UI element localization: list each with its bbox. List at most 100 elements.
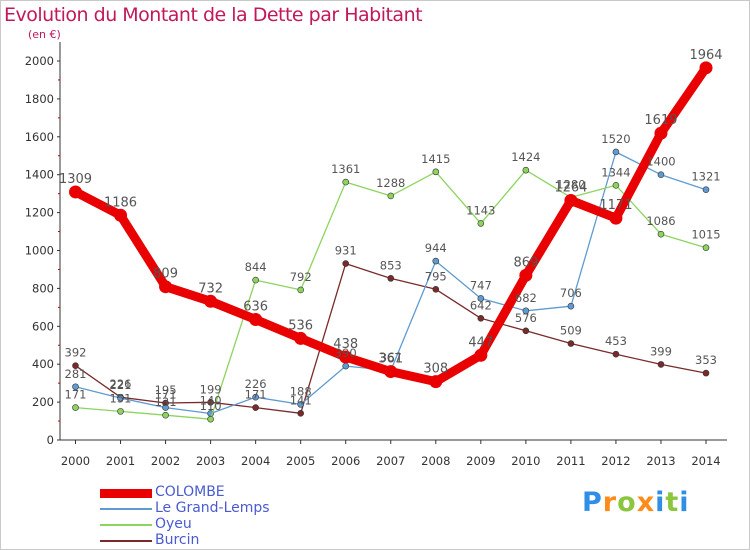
x-tick-label: 2002 (151, 454, 180, 468)
data-point-colombe (474, 348, 488, 362)
logo-letter: o (617, 487, 637, 518)
data-label-le-grand-lemps: 281 (65, 367, 87, 381)
data-point-le-grand-lemps (522, 307, 530, 315)
data-label-oyeu: 1344 (601, 165, 630, 179)
data-label-oyeu: 131 (155, 395, 177, 409)
data-label-oyeu: 1288 (376, 176, 405, 190)
data-label-colombe: 809 (153, 267, 178, 282)
data-point-le-grand-lemps (612, 148, 620, 156)
data-label-colombe: 1264 (554, 180, 587, 195)
data-point-burcin (612, 350, 620, 358)
logo-letter: i (655, 487, 666, 518)
data-label-colombe: 732 (198, 281, 223, 296)
legend-label: Le Grand-Lemps (155, 500, 270, 516)
legend-label: Burcin (155, 532, 200, 548)
data-point-oyeu (117, 408, 124, 415)
data-label-colombe: 308 (423, 362, 448, 377)
data-label-oyeu: 171 (65, 388, 87, 402)
data-label-burcin: 141 (290, 393, 312, 407)
x-tick-label: 2003 (196, 454, 225, 468)
data-point-burcin (477, 315, 485, 322)
data-label-burcin: 392 (65, 346, 87, 360)
data-point-colombe (114, 208, 128, 222)
legend-swatch (100, 508, 152, 510)
legend-swatch (100, 489, 152, 498)
data-label-oyeu: 110 (200, 399, 222, 413)
chart-unit: (en €) (28, 28, 61, 41)
data-point-oyeu (702, 244, 710, 251)
data-point-oyeu (387, 192, 395, 200)
data-label-burcin: 795 (425, 269, 447, 283)
data-point-oyeu (477, 220, 485, 227)
data-label-colombe: 1186 (104, 195, 137, 210)
data-point-burcin (432, 286, 440, 293)
data-point-oyeu (612, 182, 620, 189)
y-tick-label: 1800 (25, 92, 54, 106)
x-tick-label: 2007 (376, 454, 405, 468)
data-label-le-grand-lemps: 944 (425, 241, 447, 255)
data-label-colombe: 361 (378, 352, 403, 367)
data-point-le-grand-lemps (252, 393, 259, 401)
data-label-burcin: 931 (335, 244, 357, 258)
chart-axes: 0 200 400 600 800 1000 1200 1400 1600 1800 2000 200… (25, 42, 727, 468)
x-tick-label: 2011 (556, 454, 585, 468)
data-point-colombe (294, 331, 308, 345)
legend-swatch (100, 524, 152, 526)
chart-title: Evolution du Montant de la Dette par Hab… (4, 4, 423, 26)
x-tick-label: 2010 (511, 454, 540, 468)
data-label-oyeu: 1280 (556, 177, 585, 191)
data-point-colombe (654, 126, 668, 140)
legend-label: Oyeu (155, 516, 192, 532)
data-point-le-grand-lemps (432, 257, 440, 265)
data-label-oyeu: 1015 (691, 228, 720, 242)
x-tick-label: 2006 (331, 454, 360, 468)
data-point-oyeu (657, 230, 665, 238)
data-point-colombe (159, 280, 173, 294)
y-tick-label: 1200 (25, 206, 54, 220)
logo-letter: r (602, 487, 618, 518)
data-point-oyeu (207, 415, 214, 423)
data-point-colombe (69, 185, 82, 199)
x-tick-label: 2000 (61, 454, 90, 468)
data-label-oyeu: 792 (290, 270, 312, 284)
data-point-oyeu (72, 404, 79, 411)
data-point-colombe (519, 268, 533, 282)
x-tick-label: 2008 (421, 454, 450, 468)
data-point-le-grand-lemps (702, 186, 710, 193)
data-label-oyeu: 1361 (331, 162, 360, 176)
x-tick-label: 2004 (241, 454, 270, 468)
data-point-le-grand-lemps (657, 171, 665, 178)
data-label-burcin: 195 (155, 383, 177, 397)
data-point-le-grand-lemps (297, 401, 304, 408)
data-point-burcin (702, 369, 710, 377)
y-tick-label: 600 (32, 319, 54, 333)
y-tick-label: 200 (32, 395, 54, 409)
data-label-le-grand-lemps: 390 (335, 346, 357, 360)
x-tick-label: 2014 (691, 454, 720, 468)
data-label-colombe: 1171 (599, 198, 632, 213)
y-tick-label: 0 (47, 433, 54, 447)
y-tick-label: 1600 (25, 130, 54, 144)
data-point-le-grand-lemps (567, 302, 575, 310)
y-tick-label: 800 (32, 281, 54, 295)
data-point-burcin (342, 260, 350, 267)
data-label-oyeu: 1086 (646, 214, 675, 228)
data-label-oyeu: 1415 (421, 152, 450, 166)
data-label-le-grand-lemps: 747 (470, 278, 492, 292)
data-point-burcin (297, 409, 304, 417)
data-label-colombe: 1309 (59, 172, 92, 187)
data-label-burcin: 453 (605, 334, 627, 348)
data-point-burcin (387, 275, 395, 282)
logo-letter: P (582, 487, 603, 518)
data-point-le-grand-lemps (117, 394, 124, 402)
data-point-colombe (249, 312, 263, 326)
logo-letter: t (665, 487, 680, 518)
data-point-burcin (207, 398, 214, 406)
data-label-burcin: 353 (695, 353, 717, 367)
data-label-colombe: 536 (288, 318, 313, 333)
data-point-oyeu (342, 178, 350, 186)
data-point-le-grand-lemps (72, 383, 79, 391)
data-point-oyeu (432, 168, 440, 176)
data-label-burcin: 853 (380, 258, 402, 272)
